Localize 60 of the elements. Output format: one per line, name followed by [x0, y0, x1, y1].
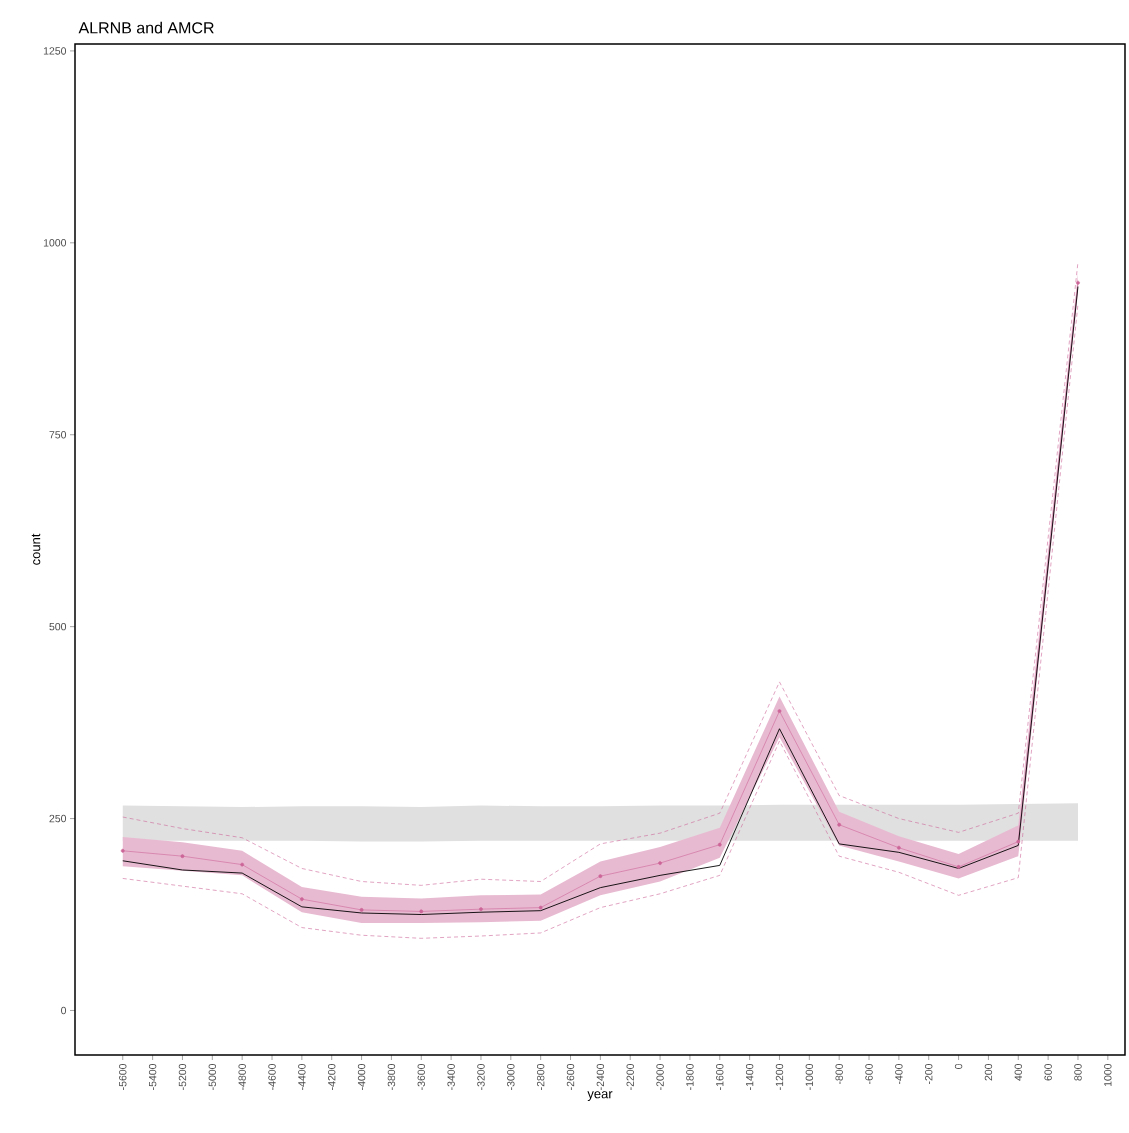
y-tick-label: 1000 [43, 239, 67, 247]
point [538, 905, 543, 910]
x-tick-label: -1600 [716, 1063, 724, 1090]
x-tick-label: -4600 [268, 1063, 276, 1090]
x-tick-label: -1200 [775, 1063, 784, 1090]
y-tick-label: 1250 [43, 47, 67, 55]
y-tick-label: 0 [61, 1006, 67, 1015]
x-axis-title: year [587, 1091, 613, 1101]
x-tick-label: -3400 [447, 1063, 455, 1090]
y-tick-label: 500 [49, 622, 67, 631]
x-tick-label: -1800 [686, 1063, 694, 1090]
x-tick-label: -2000 [656, 1063, 664, 1090]
x-tick-label: 800 [1074, 1063, 1082, 1081]
point [1016, 839, 1021, 844]
y-tick-label: 750 [49, 431, 67, 439]
point [299, 897, 304, 902]
x-tick-label: -400 [895, 1063, 903, 1085]
x-tick-label: -4000 [357, 1063, 366, 1090]
y-tick-label: 250 [49, 814, 67, 823]
x-tick-label: -5600 [119, 1063, 127, 1090]
x-tick-label: -2600 [566, 1063, 575, 1090]
x-tick-label: -5400 [148, 1063, 157, 1090]
point [419, 909, 424, 914]
point [956, 865, 961, 869]
x-tick-label: 400 [1014, 1063, 1022, 1081]
x-tick-label: 200 [984, 1063, 993, 1081]
point [717, 842, 722, 847]
x-tick-label: -4200 [328, 1063, 336, 1090]
x-tick-label: -4400 [298, 1063, 306, 1090]
x-tick-label: -1400 [745, 1063, 754, 1090]
point [837, 822, 842, 827]
y-axis-title: count [31, 533, 41, 565]
point [658, 861, 662, 865]
x-tick-label: -3800 [387, 1063, 396, 1090]
point [479, 907, 483, 912]
x-tick-label: -3000 [507, 1063, 515, 1090]
x-tick-label: -200 [925, 1063, 933, 1085]
x-tick-label: 0 [954, 1063, 963, 1069]
x-tick-label: -2200 [626, 1063, 634, 1090]
chart-title: ALRNB and AMCR [78, 21, 214, 34]
point [120, 848, 125, 853]
x-tick-label: -4800 [238, 1063, 246, 1090]
x-tick-label: -2400 [596, 1063, 605, 1090]
x-tick-label: -800 [835, 1063, 843, 1085]
x-tick-label: -5200 [178, 1063, 187, 1090]
point [1076, 280, 1080, 285]
point [896, 845, 901, 850]
point [359, 908, 364, 912]
x-tick-label: 1000 [1104, 1063, 1112, 1087]
point [598, 874, 603, 879]
x-tick-label: -600 [865, 1063, 873, 1085]
x-tick-label: -5000 [208, 1063, 217, 1090]
x-tick-label: -3200 [477, 1063, 485, 1090]
point [180, 854, 185, 859]
x-tick-label: 600 [1044, 1063, 1052, 1081]
x-tick-label: -2800 [536, 1063, 545, 1090]
point [240, 862, 245, 867]
x-tick-label: -1000 [805, 1063, 814, 1090]
point [777, 709, 782, 713]
x-tick-label: -3600 [417, 1063, 425, 1090]
